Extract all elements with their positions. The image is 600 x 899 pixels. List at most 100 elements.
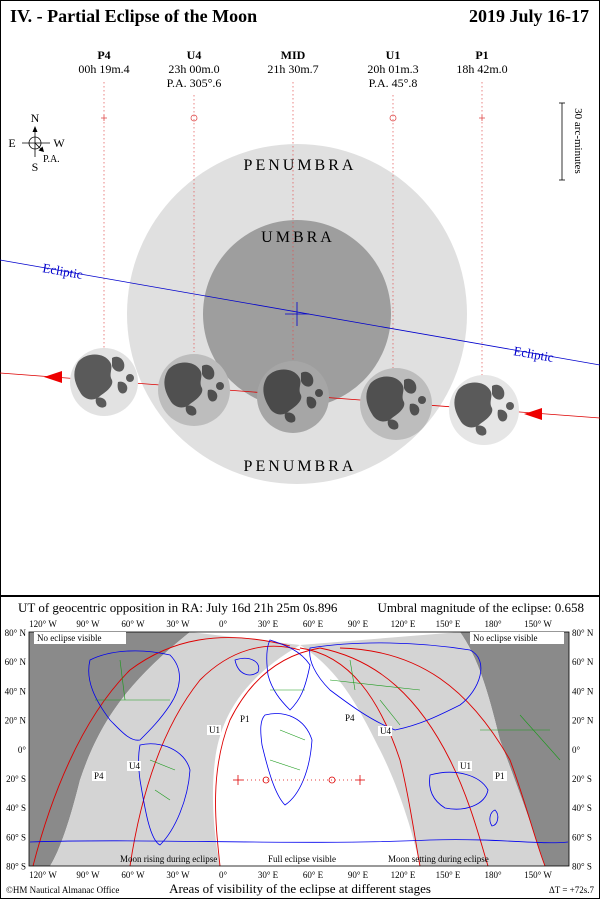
rising-label: Moon rising during eclipse: [120, 854, 217, 864]
compass-pa: P.A.: [43, 154, 60, 165]
curve-label-p1-east: P1: [495, 771, 505, 781]
moon-mid: [257, 361, 329, 433]
lon-bottom-label-7: 90° E: [348, 870, 369, 880]
night-zone-left: [29, 632, 190, 866]
contact-p1-time: 18h 42m.0: [456, 62, 507, 76]
curve-label-u4: U4: [129, 761, 140, 771]
curve-label-u1: U1: [209, 725, 220, 735]
map-caption: Areas of visibility of the eclipse at di…: [169, 881, 431, 896]
night-zone-right: [460, 632, 569, 866]
contact-mid-time: 21h 30m.7: [267, 62, 318, 76]
copyright: ©HM Nautical Almanac Office: [6, 885, 119, 895]
scale-label: 30 arc-minutes: [572, 108, 584, 174]
eclipse-date: 2019 July 16-17: [469, 6, 589, 26]
lat-left-label-0: 80° N: [5, 628, 27, 638]
ecliptic-line: [0, 259, 600, 366]
contact-u4-label: U4: [187, 48, 202, 62]
lon-bottom-label-1: 90° W: [76, 870, 100, 880]
lat-left-label-5: 20° S: [6, 774, 26, 784]
visibility-curves: [32, 637, 546, 867]
longitude-labels-bottom: 120° W 90° W 60° W 30° W 0° 30° E 60° E 90° E 12…: [29, 870, 552, 880]
compass-south: S: [32, 160, 39, 174]
page-title: IV. - Partial Eclipse of the Moon: [10, 6, 257, 26]
sublunar-markers: [233, 775, 365, 785]
curve-label-p1: P1: [240, 714, 250, 724]
lon-bottom-label-10: 180°: [484, 870, 502, 880]
curve-label-p4-east: P4: [345, 713, 355, 723]
lon-bottom-label-3: 30° W: [166, 870, 190, 880]
scale-bar: 30 arc-minutes: [559, 102, 584, 181]
lat-left-label-2: 40° N: [5, 686, 27, 696]
eclipse-diagram: IV. - Partial Eclipse of the Moon 2019 J…: [0, 0, 600, 596]
magnitude-info: Umbral magnitude of the eclipse: 0.658: [377, 600, 584, 615]
path-arrow-right: [524, 408, 542, 420]
path-arrow-left: [44, 371, 62, 383]
visibility-map-panel: UT of geocentric opposition in RA: July …: [0, 596, 600, 899]
contact-mid-label: MID: [281, 48, 306, 62]
lon-bottom-label-4: 0°: [219, 870, 228, 880]
contact-u4-pa: P.A. 305°.6: [167, 76, 222, 90]
longitude-labels-top: 120° W 90° W 60° W 30° W 0° 30° E 60° E 90° E 12…: [29, 619, 552, 629]
latitude-labels-left: 80° N 60° N 40° N 20° N 0° 20° S 40° S 60° S 80°…: [5, 628, 27, 872]
contact-lines: [103, 82, 483, 378]
shadow-center-cross: [285, 302, 309, 326]
lon-top-label-11: 150° W: [524, 619, 552, 629]
lat-left-label-3: 20° N: [5, 716, 27, 726]
shadow-labels: PENUMBRA PENUMBRA UMBRA: [244, 157, 357, 475]
contact-p1-label: P1: [475, 48, 488, 62]
curve-labels: P4 U4 U1 P1 P4 U4 U1 P1: [92, 713, 507, 781]
contact-u1-label: U1: [386, 48, 401, 62]
lon-top-label-6: 60° E: [303, 619, 324, 629]
world-map: [28, 631, 570, 867]
curve-label-u4-east: U4: [380, 726, 391, 736]
compass-west: W: [53, 136, 65, 150]
lon-bottom-label-5: 30° E: [258, 870, 279, 880]
penumbra-label-top: PENUMBRA: [244, 157, 357, 174]
lat-left-label-4: 0°: [18, 745, 27, 755]
lat-right-label-3: 20° N: [572, 716, 594, 726]
contact-markers: [101, 114, 485, 122]
lat-left-label-7: 60° S: [6, 832, 26, 842]
lat-right-label-1: 60° N: [572, 657, 594, 667]
delta-t: ΔT = +72s.7: [549, 885, 595, 895]
penumbra-label-bottom: PENUMBRA: [244, 458, 357, 475]
partial-zone-west: [50, 632, 300, 866]
lon-top-label-1: 90° W: [76, 619, 100, 629]
moon-p4: [70, 348, 138, 416]
curve-label-u1-east: U1: [460, 761, 471, 771]
moon-p1: [449, 375, 519, 445]
moon-u4: [158, 354, 230, 426]
lon-top-label-10: 180°: [484, 619, 502, 629]
contact-u1-pa: P.A. 45°.8: [369, 76, 418, 90]
ecliptic-label-left: Ecliptic: [41, 260, 84, 282]
no-eclipse-left-label: No eclipse visible: [37, 633, 102, 643]
moon-u1: [360, 368, 432, 440]
ecliptic-label-right: Ecliptic: [512, 343, 555, 365]
zone-labels: No eclipse visible No eclipse visible Mo…: [34, 632, 564, 864]
lon-bottom-label-2: 60° W: [121, 870, 145, 880]
lon-top-label-8: 120° E: [391, 619, 416, 629]
lon-bottom-label-0: 120° W: [29, 870, 57, 880]
contact-u4-time: 23h 00m.0: [168, 62, 219, 76]
lat-left-label-1: 60° N: [5, 657, 27, 667]
no-eclipse-right-label: No eclipse visible: [473, 633, 538, 643]
umbra-label: UMBRA: [261, 229, 335, 246]
lon-bottom-label-6: 60° E: [303, 870, 324, 880]
latitude-labels-right: 80° N 60° N 40° N 20° N 0° 20° S 40° S 60° S 80°…: [572, 628, 594, 872]
compass-rose: N S E W P.A.: [8, 111, 65, 174]
full-eclipse-label: Full eclipse visible: [268, 854, 336, 864]
contact-headers: P4 00h 19m.4 U4 23h 00m.0 P.A. 305°.6 MI…: [78, 48, 507, 90]
country-borders: [95, 659, 561, 801]
lon-top-label-2: 60° W: [121, 619, 145, 629]
setting-label: Moon setting during eclipse: [388, 854, 489, 864]
lon-top-label-3: 30° W: [166, 619, 190, 629]
compass-north: N: [31, 111, 40, 125]
lon-bottom-label-9: 150° E: [436, 870, 461, 880]
lon-top-label-4: 0°: [219, 619, 228, 629]
lat-right-label-4: 0°: [572, 745, 581, 755]
lat-right-label-2: 40° N: [572, 686, 594, 696]
lat-right-label-7: 60° S: [572, 832, 592, 842]
opposition-info: UT of geocentric opposition in RA: July …: [18, 600, 338, 615]
lat-right-label-5: 20° S: [572, 774, 592, 784]
